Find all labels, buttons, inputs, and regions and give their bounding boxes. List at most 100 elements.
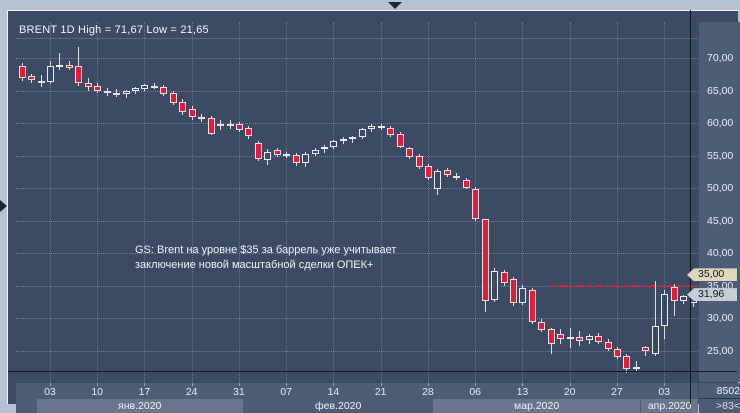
x-tick-mark xyxy=(238,383,240,386)
candle-body xyxy=(434,171,442,189)
v-gridline xyxy=(569,22,571,382)
x-tick-label: 14 xyxy=(327,386,340,398)
h-gridline xyxy=(16,90,698,92)
x-tick-label: 20 xyxy=(563,386,576,398)
candle-body xyxy=(330,141,338,148)
candle-body xyxy=(585,335,593,340)
x-tick-mark xyxy=(333,383,335,386)
candle-body xyxy=(179,101,187,113)
price-alert-line[interactable] xyxy=(550,284,698,287)
candle-body xyxy=(46,65,54,83)
candle-body xyxy=(217,123,225,126)
x-tick-label: 13 xyxy=(516,386,529,398)
candle-body xyxy=(103,90,111,94)
candle-body xyxy=(283,153,291,156)
candle-body xyxy=(453,175,461,178)
candle-body xyxy=(519,287,527,303)
x-tick-mark xyxy=(522,383,524,386)
x-tick-label: 27 xyxy=(611,386,623,398)
candle-wick xyxy=(654,281,656,357)
v-gridline xyxy=(144,22,146,382)
candle-body xyxy=(462,180,470,189)
y-tick-label: 50,00 xyxy=(707,182,734,195)
corner-value-top: 8502 xyxy=(716,385,740,397)
x-tick-label: 24 xyxy=(185,386,198,398)
h-gridline xyxy=(16,350,698,352)
candle-body xyxy=(661,294,669,326)
h-gridline xyxy=(16,188,698,190)
x-tick-mark xyxy=(427,383,429,386)
h-gridline xyxy=(16,155,698,157)
x-tick-mark xyxy=(569,383,571,386)
v-gridline xyxy=(97,22,99,382)
v-gridline xyxy=(427,22,429,382)
candle-body xyxy=(18,65,26,78)
candle-body xyxy=(321,147,328,150)
candle-body xyxy=(443,169,451,176)
x-tick-label: 03 xyxy=(44,386,56,398)
month-band xyxy=(641,399,698,413)
candle-body xyxy=(547,329,555,344)
candle-body xyxy=(576,336,584,341)
x-tick-mark xyxy=(97,383,99,386)
v-gridline xyxy=(616,22,618,382)
candle-body xyxy=(491,270,499,301)
x-tick-mark xyxy=(380,383,382,386)
alert-price-label[interactable]: 35,00 xyxy=(687,268,737,282)
candle-body xyxy=(226,124,234,127)
candle-body xyxy=(235,123,243,130)
news-annotation-line2: заключение новой масштабной сделки ОПЕК+ xyxy=(135,259,374,271)
news-annotation: GS: Brent на уровне $35 за баррель уже у… xyxy=(135,243,396,273)
candle-body xyxy=(623,356,631,370)
candle-body xyxy=(632,366,640,369)
x-tick-label: 28 xyxy=(422,386,434,398)
last-price-label: 31,96 xyxy=(687,288,737,302)
y-tick-label: 65,00 xyxy=(707,84,734,97)
y-tick-label: 45,00 xyxy=(707,214,734,227)
candle-body xyxy=(538,321,546,331)
candle-body xyxy=(94,85,102,91)
month-band xyxy=(36,399,243,413)
candle-body xyxy=(528,289,536,323)
x-tick-mark xyxy=(144,383,146,386)
candle-body xyxy=(670,286,678,301)
v-gridline xyxy=(49,22,51,382)
x-tick-mark xyxy=(286,383,288,386)
candle-body xyxy=(642,347,650,351)
candle-body xyxy=(56,65,64,68)
candle-body xyxy=(311,149,319,154)
x-tick-label: 31 xyxy=(233,386,245,398)
candle-body xyxy=(472,188,480,219)
chart-panel: BRENT 1D High = 71,67 Low = 21,65 GS: Br… xyxy=(7,10,740,413)
v-gridline xyxy=(333,22,335,382)
corner-value-bottom: >83< xyxy=(716,400,740,412)
candle-body xyxy=(406,148,414,157)
candle-body xyxy=(613,348,621,357)
y-tick-label: 40,00 xyxy=(707,247,734,260)
month-label: янв.2020 xyxy=(118,400,162,412)
candle-wick xyxy=(645,345,647,357)
candle-body xyxy=(595,335,603,342)
candle-body xyxy=(557,334,565,340)
candle-wick xyxy=(40,74,42,87)
candle-body xyxy=(349,137,357,140)
corner-info: 8502 >83< xyxy=(699,383,740,413)
v-gridline xyxy=(286,22,288,382)
scroll-left-arrow-icon[interactable] xyxy=(0,200,7,212)
v-gridline xyxy=(238,22,240,382)
candle-body xyxy=(264,151,272,160)
price-axis: 70,00 65,00 60,00 55,00 50,00 45,00 40,00 35,00… xyxy=(699,22,740,382)
plot-area[interactable]: BRENT 1D High = 71,67 Low = 21,65 GS: Br… xyxy=(16,22,698,382)
h-gridline xyxy=(16,220,698,222)
month-label: апр.2020 xyxy=(647,400,692,412)
h-gridline xyxy=(16,123,698,125)
candle-body xyxy=(424,166,432,178)
candle-body xyxy=(396,134,404,147)
candle-body xyxy=(150,85,158,88)
x-tick-label: 03 xyxy=(658,386,671,398)
scroll-up-arrow-icon[interactable] xyxy=(388,2,402,9)
x-tick-mark xyxy=(664,383,666,386)
candle-body xyxy=(377,125,385,128)
candle-body xyxy=(132,87,139,92)
